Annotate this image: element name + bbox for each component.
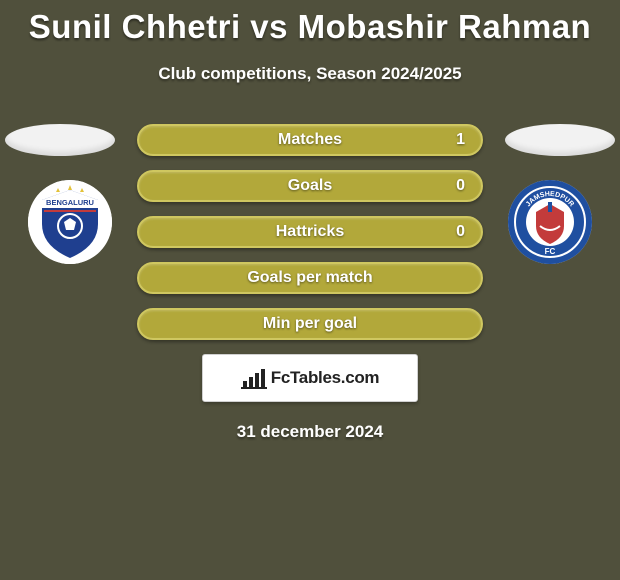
stat-row-min-per-goal: Min per goal [137, 308, 483, 340]
bengaluru-badge-icon: BENGALURU [28, 180, 112, 264]
stat-row-hattricks: Hattricks 0 [137, 216, 483, 248]
stat-value-right: 0 [456, 177, 465, 195]
stat-label: Matches [278, 131, 342, 149]
brand-box[interactable]: FcTables.com [202, 354, 418, 402]
stat-row-goals: Goals 0 [137, 170, 483, 202]
stats-area: BENGALURU JAMSHEDPUR FC Matches 1 [0, 124, 620, 442]
stat-row-goals-per-match: Goals per match [137, 262, 483, 294]
stat-value-right: 0 [456, 223, 465, 241]
svg-text:FC: FC [545, 247, 556, 256]
player-photo-left [5, 124, 115, 156]
brand-text: FcTables.com [271, 368, 380, 388]
stat-label: Goals [288, 177, 332, 195]
stat-label: Hattricks [276, 223, 344, 241]
page-title: Sunil Chhetri vs Mobashir Rahman [0, 0, 620, 46]
date-line: 31 december 2024 [0, 422, 620, 442]
stat-value-right: 1 [456, 131, 465, 149]
stat-label: Min per goal [263, 315, 357, 333]
subtitle: Club competitions, Season 2024/2025 [0, 64, 620, 84]
stat-rows: Matches 1 Goals 0 Hattricks 0 Goals per … [137, 124, 483, 340]
club-badge-right: JAMSHEDPUR FC [508, 180, 592, 264]
stat-row-matches: Matches 1 [137, 124, 483, 156]
club-badge-left: BENGALURU [28, 180, 112, 264]
bar-chart-icon [241, 367, 267, 389]
jamshedpur-badge-icon: JAMSHEDPUR FC [508, 180, 592, 264]
player-photo-right [505, 124, 615, 156]
svg-text:BENGALURU: BENGALURU [46, 198, 94, 207]
stat-label: Goals per match [247, 269, 372, 287]
